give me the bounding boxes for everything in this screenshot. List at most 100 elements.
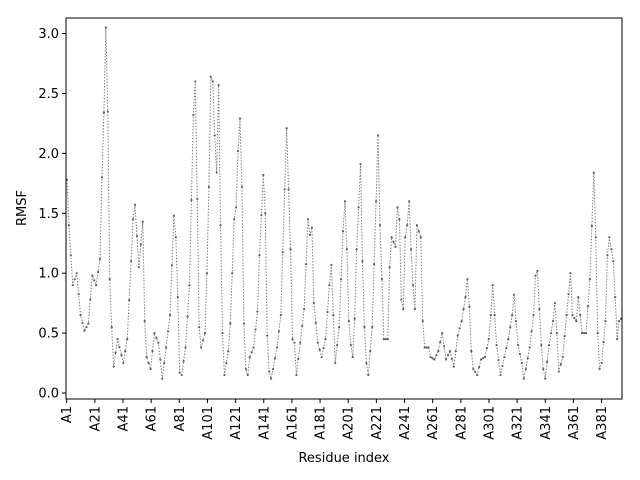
data-point xyxy=(349,343,352,347)
data-point xyxy=(283,188,286,191)
y-tick-label: 1.5 xyxy=(38,207,59,222)
data-point xyxy=(73,278,76,281)
data-point xyxy=(581,332,584,335)
data-point xyxy=(149,367,152,371)
data-point xyxy=(549,332,553,335)
data-point xyxy=(409,248,413,251)
data-point xyxy=(610,248,613,251)
data-point xyxy=(563,335,566,338)
data-point xyxy=(229,322,232,325)
data-point xyxy=(256,310,259,313)
data-point xyxy=(355,248,358,251)
data-point xyxy=(240,185,244,189)
data-point xyxy=(347,320,350,323)
plot-area xyxy=(66,18,622,399)
data-point xyxy=(616,337,619,341)
data-point xyxy=(460,320,463,323)
data-point xyxy=(497,358,500,362)
data-point xyxy=(178,371,181,374)
data-point xyxy=(180,373,183,377)
data-point xyxy=(310,226,314,229)
data-point xyxy=(382,337,385,341)
data-point xyxy=(246,373,249,377)
data-point xyxy=(404,236,407,239)
data-point xyxy=(474,370,477,374)
data-point xyxy=(260,213,263,217)
data-point xyxy=(536,269,539,272)
data-point xyxy=(141,220,144,223)
data-point xyxy=(584,332,588,335)
data-point xyxy=(254,328,257,331)
data-point xyxy=(538,308,541,311)
data-point xyxy=(326,311,329,314)
data-point xyxy=(77,293,80,296)
data-point xyxy=(571,314,574,317)
data-point xyxy=(168,314,172,317)
data-point xyxy=(147,361,150,365)
data-point xyxy=(203,332,207,335)
data-point xyxy=(417,230,420,233)
data-point xyxy=(353,317,356,320)
data-point xyxy=(93,279,96,282)
data-point xyxy=(390,236,393,239)
data-point xyxy=(336,343,339,347)
data-point xyxy=(279,314,282,317)
x-tick-label: A301 xyxy=(482,406,497,440)
data-point xyxy=(483,355,487,359)
data-point xyxy=(437,349,440,353)
data-point xyxy=(153,332,156,335)
data-point xyxy=(592,171,595,174)
y-tick-label: 2.5 xyxy=(38,87,59,102)
data-point xyxy=(345,248,349,251)
data-point xyxy=(186,315,189,318)
data-point xyxy=(102,111,106,114)
x-tick-label: A181 xyxy=(314,406,329,440)
data-point xyxy=(433,358,436,361)
data-point xyxy=(456,334,459,337)
data-point xyxy=(287,188,290,191)
data-point xyxy=(273,357,277,360)
data-point xyxy=(532,314,535,317)
y-tick-label: 2.0 xyxy=(38,147,59,162)
x-tick-label: A241 xyxy=(398,406,413,440)
data-point xyxy=(295,373,298,377)
data-point xyxy=(334,361,337,365)
data-point xyxy=(291,337,294,341)
data-point xyxy=(238,117,242,120)
data-point xyxy=(400,298,403,301)
data-point xyxy=(155,336,158,339)
data-point xyxy=(551,320,555,323)
data-point xyxy=(312,302,315,305)
data-point xyxy=(476,373,479,377)
data-point xyxy=(421,320,424,323)
data-point xyxy=(522,377,525,380)
x-tick-label: A21 xyxy=(88,406,103,431)
data-point xyxy=(559,363,562,366)
data-point xyxy=(588,278,592,281)
data-point xyxy=(285,127,288,130)
data-point xyxy=(359,163,362,166)
data-point xyxy=(95,284,98,287)
x-tick-label: A161 xyxy=(285,406,300,440)
data-point xyxy=(165,346,168,349)
data-point xyxy=(376,134,380,137)
data-point xyxy=(159,358,162,361)
data-point xyxy=(198,326,201,329)
data-point xyxy=(472,367,475,371)
data-point xyxy=(110,326,113,329)
data-point xyxy=(516,343,520,347)
data-point xyxy=(128,299,131,302)
data-point xyxy=(384,337,387,341)
data-point xyxy=(184,346,187,349)
data-point xyxy=(466,278,469,281)
data-point xyxy=(598,367,601,371)
data-point xyxy=(306,218,310,221)
data-point xyxy=(196,197,199,201)
data-point xyxy=(501,364,504,368)
data-point xyxy=(468,305,471,308)
data-point xyxy=(219,224,222,227)
data-point xyxy=(85,326,88,329)
data-point xyxy=(415,224,418,227)
data-point xyxy=(499,373,502,377)
x-tick-label: A81 xyxy=(173,406,188,431)
